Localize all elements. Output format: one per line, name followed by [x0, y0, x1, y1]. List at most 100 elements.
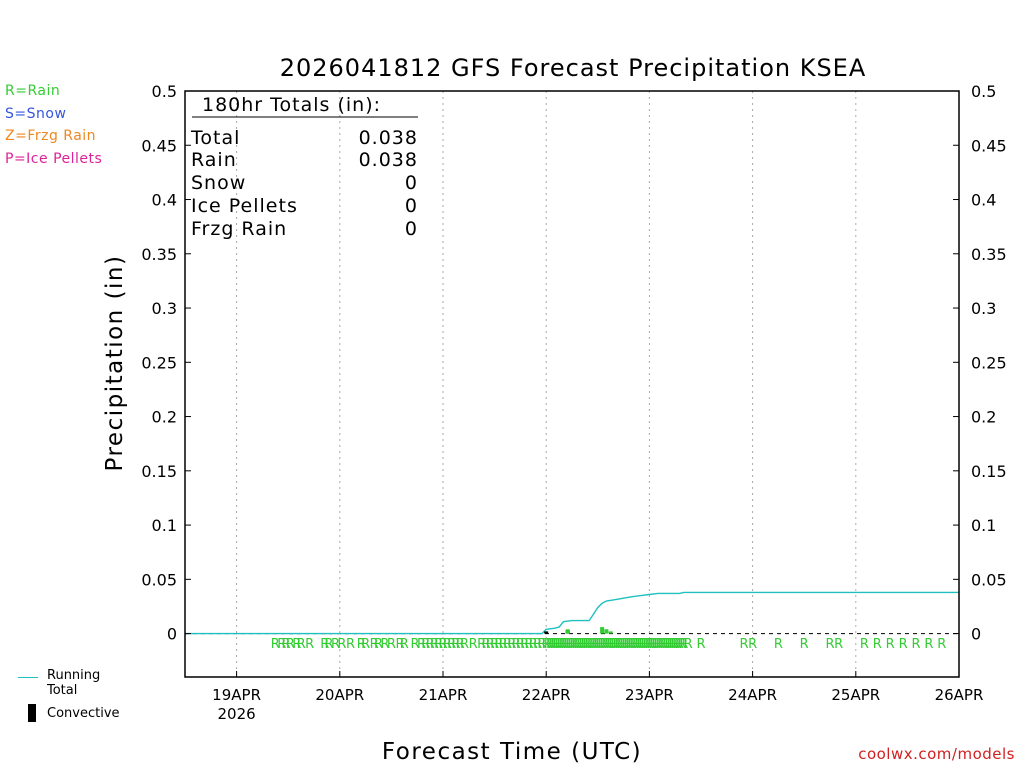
precip-type-letter: R [529, 637, 538, 652]
grid-lines [236, 91, 857, 677]
precip-type-letter: R [548, 637, 557, 652]
precip-type-letter: R [552, 637, 561, 652]
y-tick-label-right: 0.25 [971, 353, 1007, 372]
precip-type-letter: R [576, 637, 585, 652]
precip-type-letter: R [647, 637, 656, 652]
precip-type-letter: R [370, 637, 379, 652]
precip-type-letter: R [643, 637, 652, 652]
precip-type-letter: R [447, 637, 456, 652]
y-tick-label-right: 0.1 [971, 516, 996, 535]
precip-type-letter: R [634, 637, 643, 652]
precip-type-letter: R [587, 637, 596, 652]
y-tick-label-left: 0.35 [141, 245, 177, 264]
precip-type-letter: R [899, 637, 908, 652]
precip-type-letter: R [589, 637, 598, 652]
precip-type-letter: R [469, 637, 478, 652]
series-layer [185, 591, 959, 635]
precip-type-letter: R [645, 637, 654, 652]
precip-type-letter: R [937, 637, 946, 652]
precip-type-letter: R [374, 637, 383, 652]
precip-type-legend: R=Rain S=Snow Z=Frzg Rain P=Ice Pellets [5, 80, 102, 170]
precip-type-letter: R [615, 637, 624, 652]
rain-rate-bar [565, 629, 570, 634]
y-tick-label-left: 0 [167, 625, 177, 644]
running-total-label: Running Total [47, 668, 101, 698]
precip-type-letter: R [924, 637, 933, 652]
y-tick-label-right: 0.05 [971, 570, 1007, 589]
precip-type-letter: R [911, 637, 920, 652]
precip-type-letter: R [533, 637, 542, 652]
precip-type-letter: R [563, 637, 572, 652]
y-tick-label-left: 0.1 [152, 516, 177, 535]
y-tick-label-right: 0.2 [971, 408, 996, 427]
precip-type-letter: R [456, 637, 465, 652]
precip-type-letter: R [421, 637, 430, 652]
precip-type-letter: R [512, 637, 521, 652]
precip-type-letter: R [585, 637, 594, 652]
precip-type-letter: R [567, 637, 576, 652]
precip-type-letter: R [451, 637, 460, 652]
y-tick-label-left: 0.2 [152, 408, 177, 427]
totals-label-snow: Snow [191, 172, 246, 194]
precip-type-letter: R [557, 637, 566, 652]
y-tick-label-left: 0.05 [141, 570, 177, 589]
x-tick-label: 24APR [728, 686, 777, 704]
precip-type-letter: R [598, 637, 607, 652]
precip-type-letter: R [520, 637, 529, 652]
x-tick-label: 26APR [935, 686, 984, 704]
precip-type-letter: R [675, 637, 684, 652]
precip-type-letter: R [580, 637, 589, 652]
precip-type-letter: R [277, 637, 286, 652]
convective-label: Convective [47, 706, 120, 721]
precip-type-letter: R [630, 637, 639, 652]
precip-type-letter: R [696, 637, 705, 652]
precip-type-letter: R [559, 637, 568, 652]
precip-type-letter: R [610, 637, 619, 652]
precip-type-letter: R [739, 637, 748, 652]
precip-type-letter: R [400, 637, 409, 652]
rain-rate-bar [608, 631, 613, 634]
precip-type-letter: R [544, 637, 553, 652]
precip-type-letter: R [325, 637, 334, 652]
credit-link[interactable]: coolwx.com/models [858, 745, 1015, 763]
x-tick-label: 20APR [315, 686, 364, 704]
precip-type-letter: R [346, 637, 355, 652]
precip-type-letter: R [578, 637, 587, 652]
precip-type-letter: R [337, 637, 346, 652]
precip-type-letter: R [537, 637, 546, 652]
x-tick-label: 22APR [522, 686, 571, 704]
totals-header: 180hr Totals (in): [202, 94, 381, 116]
precip-type-letter: R [653, 637, 662, 652]
y-tick-label-left: 0.4 [152, 191, 177, 210]
precip-type-letter: R [292, 637, 301, 652]
precip-type-letter: R [628, 637, 637, 652]
precip-type-letter: R [460, 637, 469, 652]
x-tick-label: 19APR [212, 686, 261, 704]
precip-type-letter: R [641, 637, 650, 652]
precip-type-letter: R [608, 637, 617, 652]
totals-label-ice-pellets: Ice Pellets [191, 195, 298, 217]
precip-type-letter: R [395, 637, 404, 652]
precip-type-letter: R [860, 637, 869, 652]
precip-type-letter: R [886, 637, 895, 652]
y-tick-label-right: 0 [971, 625, 981, 644]
plot-frame [184, 90, 960, 678]
precip-type-letter: R [361, 637, 370, 652]
precip-type-letter: R [387, 637, 396, 652]
totals-box: 180hr Totals (in): Total 0.038 Rain 0.03… [190, 94, 418, 240]
precip-type-letter: R [574, 637, 583, 652]
totals-label-frzg-rain: Frzg Rain [191, 218, 287, 240]
precip-type-letter: R [499, 637, 508, 652]
precip-type-letter: R [636, 637, 645, 652]
totals-value-ice-pellets: 0 [405, 195, 418, 217]
precip-type-letter: R [684, 637, 693, 652]
precip-type-letter: R [357, 637, 366, 652]
precip-type-letter: R [825, 637, 834, 652]
precip-type-letter: R [516, 637, 525, 652]
x-tick-label: 21APR [419, 686, 468, 704]
y-tick-label-left: 0.25 [141, 353, 177, 372]
rain-rate-bar [604, 629, 609, 634]
precip-type-letter: R [679, 637, 688, 652]
precip-type-letter: R [632, 637, 641, 652]
